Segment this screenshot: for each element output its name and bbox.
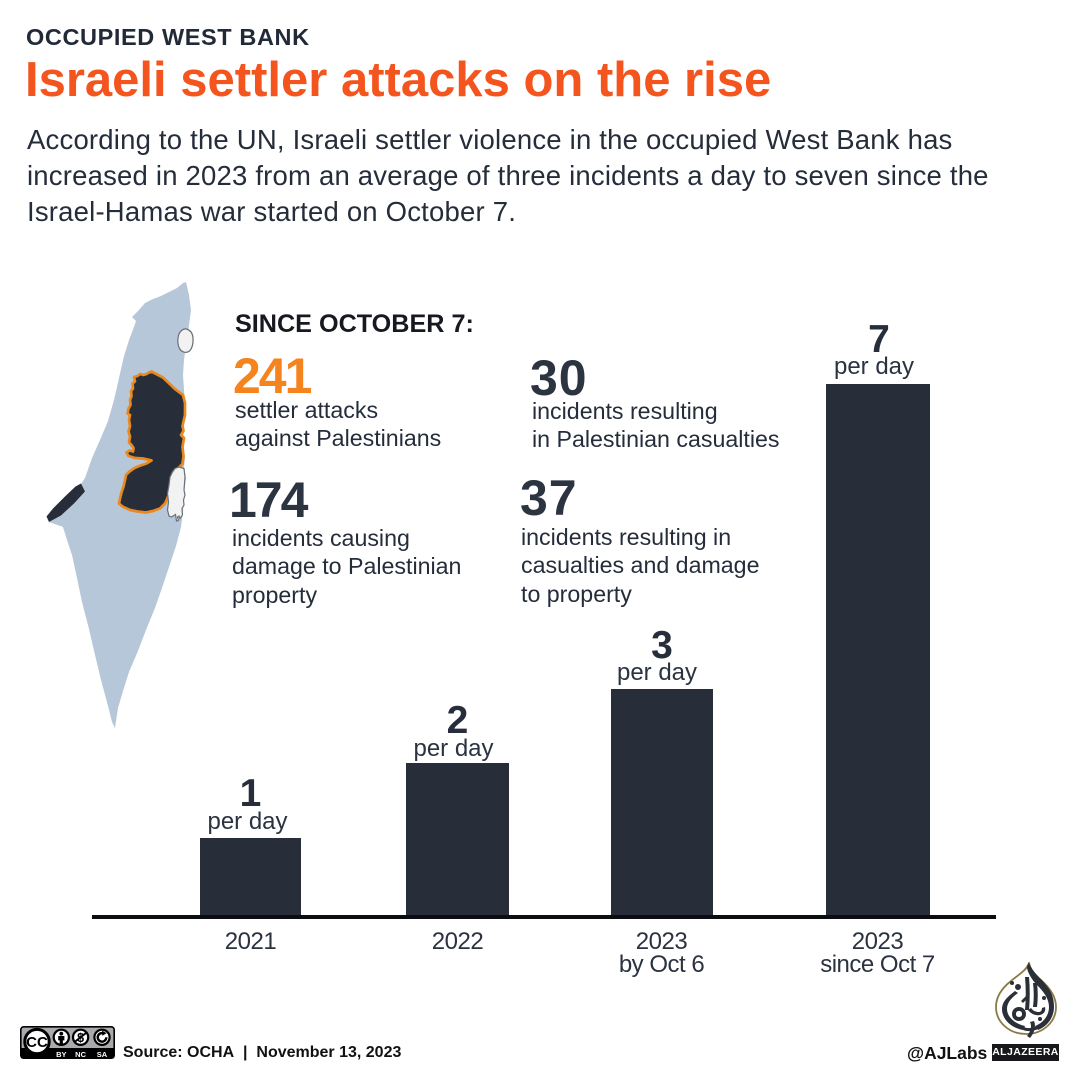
svg-text:NC: NC xyxy=(75,1050,86,1059)
svg-text:BY: BY xyxy=(56,1050,66,1059)
svg-text:SA: SA xyxy=(97,1050,108,1059)
svg-text:CC: CC xyxy=(26,1034,48,1051)
